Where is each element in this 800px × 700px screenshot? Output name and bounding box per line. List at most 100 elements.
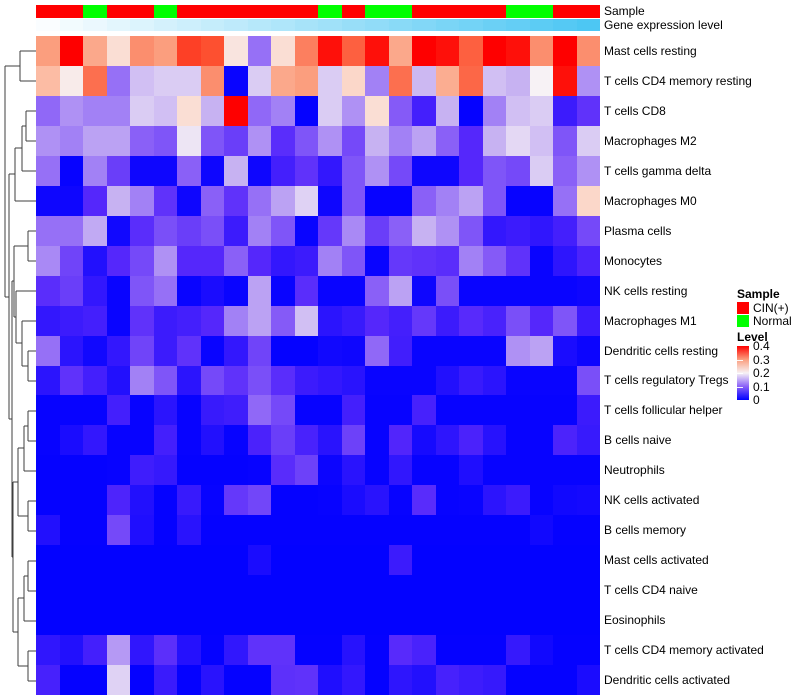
heatmap-cell bbox=[412, 635, 436, 666]
heatmap-cell bbox=[341, 245, 365, 276]
sample-annotation-cell bbox=[59, 5, 83, 18]
heatmap-cell bbox=[341, 185, 365, 216]
heatmap-cell bbox=[106, 335, 130, 366]
heatmap-cell bbox=[294, 455, 318, 486]
heatmap-cell bbox=[365, 155, 389, 186]
heatmap-cell bbox=[130, 455, 154, 486]
heatmap-cell bbox=[36, 635, 60, 666]
heatmap-cell bbox=[506, 335, 530, 366]
heatmap-cell bbox=[318, 605, 342, 636]
heatmap-cell bbox=[459, 365, 483, 396]
heatmap-cell bbox=[59, 605, 83, 636]
heatmap-cell bbox=[106, 485, 130, 516]
heatmap-cell bbox=[459, 245, 483, 276]
heatmap-cell bbox=[224, 515, 248, 546]
heatmap-cell bbox=[200, 215, 224, 246]
heatmap-cell bbox=[388, 395, 412, 426]
heatmap-cell bbox=[576, 455, 600, 486]
heatmap-cell bbox=[412, 335, 436, 366]
heatmap-cell bbox=[365, 335, 389, 366]
row-label: Dendritic cells resting bbox=[604, 343, 719, 358]
heatmap-cell bbox=[318, 635, 342, 666]
heatmap-cell bbox=[506, 65, 530, 96]
heatmap-cell bbox=[576, 635, 600, 666]
heatmap-cell bbox=[318, 455, 342, 486]
heatmap-cell bbox=[36, 575, 60, 606]
gene-expression-annotation-cell bbox=[106, 19, 130, 31]
heatmap-cell bbox=[388, 215, 412, 246]
heatmap-cell bbox=[153, 155, 177, 186]
heatmap-cell bbox=[529, 65, 553, 96]
heatmap-cell bbox=[388, 455, 412, 486]
heatmap-cell bbox=[482, 275, 506, 306]
heatmap-cell bbox=[412, 305, 436, 336]
heatmap-cell bbox=[247, 395, 271, 426]
heatmap-cell bbox=[506, 365, 530, 396]
heatmap-cell bbox=[36, 365, 60, 396]
heatmap-cell bbox=[318, 485, 342, 516]
heatmap-cell bbox=[388, 485, 412, 516]
heatmap-cell bbox=[83, 635, 107, 666]
heatmap-cell bbox=[576, 65, 600, 96]
heatmap-cell bbox=[435, 155, 459, 186]
heatmap-cell bbox=[506, 95, 530, 126]
heatmap-cell bbox=[59, 635, 83, 666]
heatmap-cell bbox=[177, 515, 201, 546]
heatmap-cell bbox=[271, 215, 295, 246]
gene-expression-annotation-cell bbox=[388, 19, 412, 31]
gene-expression-annotation-cell bbox=[271, 19, 295, 31]
heatmap-cell bbox=[459, 425, 483, 456]
heatmap-cell bbox=[506, 605, 530, 636]
heatmap-cell bbox=[412, 185, 436, 216]
heatmap-cell bbox=[553, 605, 577, 636]
sample-annotation-cell bbox=[271, 5, 295, 18]
heatmap-cell bbox=[576, 395, 600, 426]
heatmap-cell bbox=[576, 365, 600, 396]
heatmap-cell bbox=[553, 665, 577, 695]
heatmap-cell bbox=[576, 185, 600, 216]
heatmap-cell bbox=[106, 545, 130, 576]
sample-annotation-cell bbox=[388, 5, 412, 18]
heatmap-cell bbox=[294, 95, 318, 126]
heatmap-cell bbox=[247, 36, 271, 66]
heatmap-cell bbox=[294, 155, 318, 186]
heatmap-cell bbox=[412, 125, 436, 156]
heatmap-cell bbox=[506, 245, 530, 276]
heatmap-cell bbox=[106, 215, 130, 246]
heatmap-cell bbox=[247, 455, 271, 486]
heatmap-cell bbox=[153, 335, 177, 366]
heatmap-cell bbox=[177, 635, 201, 666]
heatmap-cell bbox=[506, 575, 530, 606]
heatmap-cell bbox=[247, 215, 271, 246]
cin-color-swatch bbox=[737, 301, 749, 314]
heatmap-cell bbox=[130, 575, 154, 606]
heatmap-cell bbox=[482, 185, 506, 216]
heatmap-cell bbox=[36, 275, 60, 306]
heatmap-cell bbox=[177, 485, 201, 516]
heatmap-cell bbox=[388, 515, 412, 546]
heatmap-cell bbox=[83, 185, 107, 216]
heatmap-cell bbox=[529, 305, 553, 336]
heatmap-cell bbox=[36, 245, 60, 276]
heatmap-cell bbox=[365, 455, 389, 486]
heatmap-cell bbox=[106, 425, 130, 456]
heatmap-cell bbox=[83, 155, 107, 186]
gene-expression-annotation-cell bbox=[553, 19, 577, 31]
heatmap-cell bbox=[294, 125, 318, 156]
heatmap-cell bbox=[294, 275, 318, 306]
heatmap-cell bbox=[36, 455, 60, 486]
heatmap-cell bbox=[459, 455, 483, 486]
heatmap-cell bbox=[247, 365, 271, 396]
row-label: Plasma cells bbox=[604, 223, 672, 238]
heatmap-cell bbox=[365, 125, 389, 156]
heatmap-cell bbox=[153, 455, 177, 486]
heatmap-cell bbox=[106, 185, 130, 216]
heatmap-cell bbox=[341, 335, 365, 366]
heatmap-cell bbox=[365, 365, 389, 396]
heatmap-cell bbox=[365, 575, 389, 606]
heatmap-cell bbox=[294, 395, 318, 426]
heatmap-cell bbox=[224, 305, 248, 336]
heatmap-cell bbox=[482, 515, 506, 546]
heatmap-cell bbox=[459, 515, 483, 546]
heatmap-cell bbox=[459, 95, 483, 126]
